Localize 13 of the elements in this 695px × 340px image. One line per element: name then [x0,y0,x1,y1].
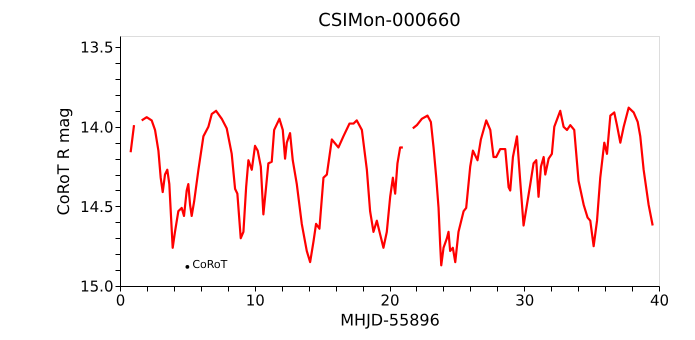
y-tick-label: 14.5 [80,198,114,216]
y-tick-label: 13.5 [80,38,114,57]
y-axis-title: CoRoT R mag [54,108,74,216]
x-tick-label: 20 [380,292,400,310]
x-tick-label: 30 [515,292,534,310]
series-label: CoRoT [192,258,228,271]
x-axis-title: MHJD-55896 [340,310,440,330]
x-tick-label: 0 [116,292,126,310]
x-tick-label: 10 [246,292,265,310]
y-tick-label: 14.0 [80,118,114,136]
x-tick-label: 40 [650,292,670,310]
y-tick-label: 15.0 [80,278,114,296]
chart-title: CSIMon-000660 [318,10,461,31]
